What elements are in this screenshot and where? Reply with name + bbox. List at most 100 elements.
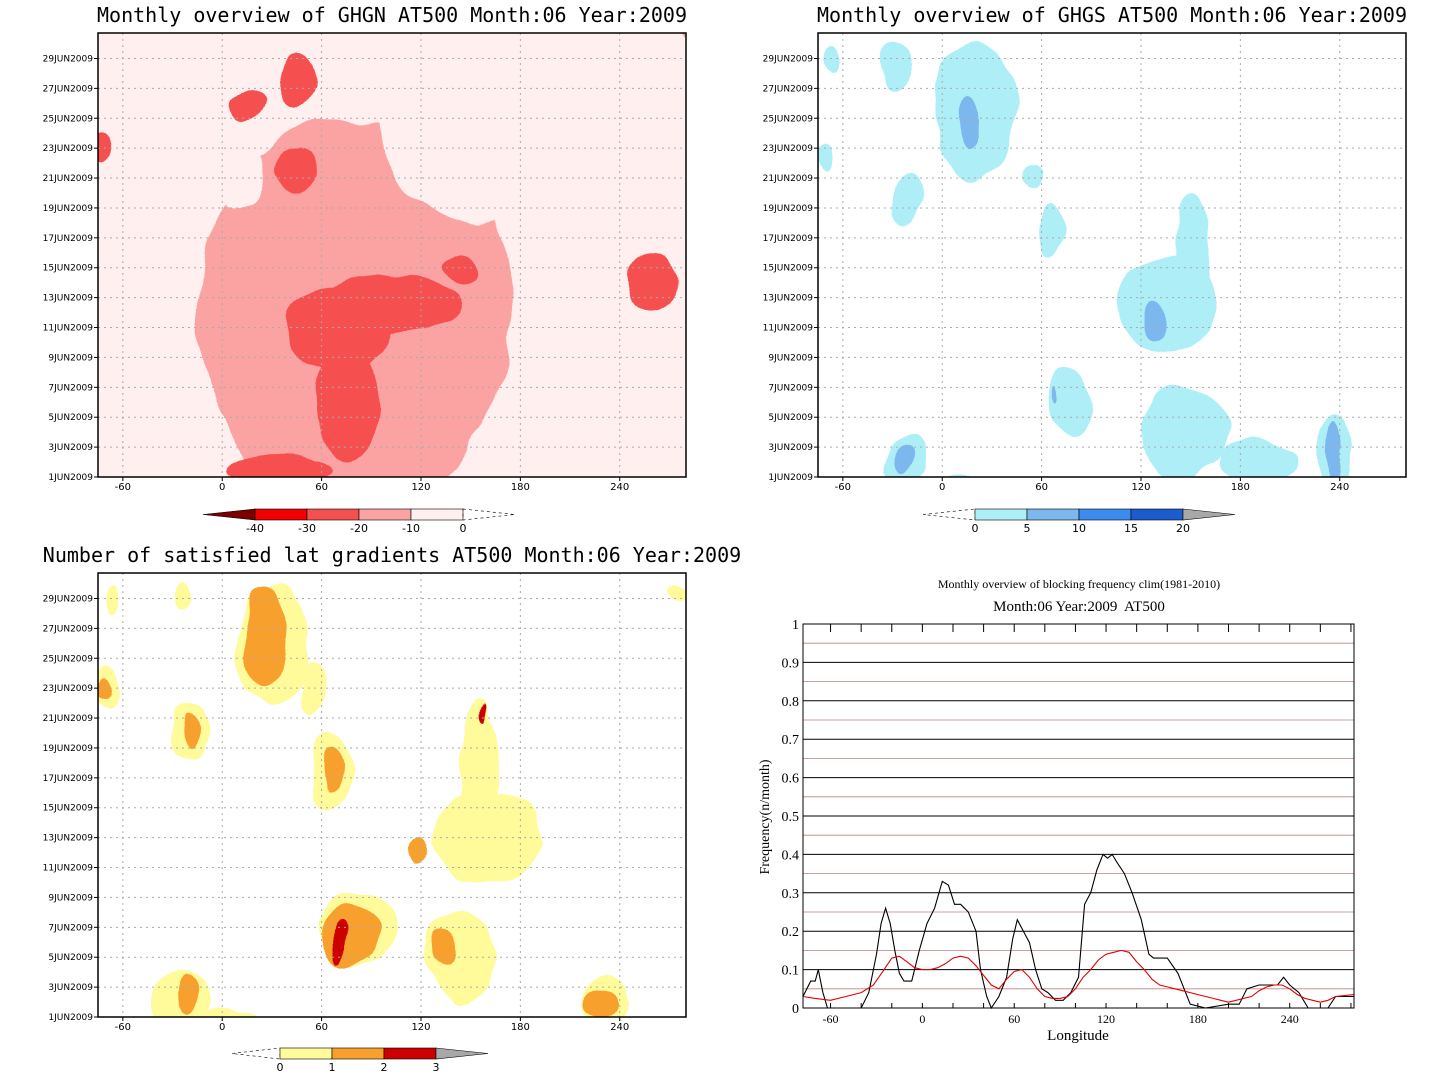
ghgs-colorbar: 0 5 10 15 20 (922, 508, 1236, 535)
ghgn-contour-blob (273, 148, 320, 193)
ghgn-y-tick-label: 27JUN2009 (43, 84, 94, 94)
freq-grid (803, 624, 1354, 1008)
lat-y-tick-label: 7JUN2009 (48, 923, 93, 933)
freq-x-tick-label: 0 (919, 1012, 925, 1026)
lat-contour-blob (175, 583, 193, 614)
lat-colorbar-label: 3 (433, 1061, 440, 1074)
lat-colorbar-segment (331, 1047, 385, 1060)
lat-colorbar-label: 1 (329, 1061, 336, 1074)
lat-y-tick-label: 3JUN2009 (48, 983, 93, 993)
ghgn-y-tick-label: 7JUN2009 (48, 383, 93, 393)
lat-y-axis: 29JUN2009 27JUN2009 25JUN2009 23JUN2009 21JU… (43, 594, 98, 1023)
ghgs-colorbar-segment (1130, 508, 1184, 521)
ghgn-x-tick-label: 240 (610, 482, 629, 493)
ghgs-y-tick-label: 27JUN2009 (763, 84, 814, 94)
ghgs-y-tick-label: 21JUN2009 (763, 174, 814, 184)
ghgn-y-tick-label: 17JUN2009 (43, 234, 94, 244)
lat-contour-blob (580, 987, 620, 1017)
ghgs-contour-blob (894, 444, 918, 477)
freq-y-tick-label: 0.9 (782, 656, 800, 671)
ghgs-contour-blob (880, 43, 911, 89)
ghgn-plot-frame (97, 32, 687, 478)
lat-colorbar-label: 2 (381, 1061, 388, 1074)
ghgs-x-tick-label: 180 (1231, 482, 1250, 493)
ghgn-y-tick-label: 25JUN2009 (43, 114, 94, 124)
ghgn-contour-blob (313, 342, 380, 463)
freq-x-tick-label: -60 (823, 1012, 839, 1026)
ghgs-y-tick-label: 23JUN2009 (763, 144, 814, 154)
ghgs-grid (818, 33, 1406, 478)
lat-title: Number of satisfied lat gradients AT500 … (43, 543, 741, 567)
ghgn-y-tick-label: 11JUN2009 (43, 324, 94, 334)
freq-plot-frame (802, 623, 1355, 1009)
freq-x-tick-label: 240 (1281, 1012, 1299, 1026)
freq-y-tick-label: 0.1 (782, 964, 800, 979)
freq-ylabel: Frequency(n/month) (758, 759, 773, 874)
ghgs-colorbar-min-arrow (922, 508, 976, 521)
ghgn-colorbar-label: -10 (402, 522, 420, 535)
lat-x-tick-label: 0 (219, 1022, 225, 1033)
ghgs-y-tick-label: 5JUN2009 (768, 413, 813, 423)
ghgn-y-tick-label: 1JUN2009 (48, 473, 93, 483)
ghgs-contour-blob (1053, 384, 1060, 406)
ghgn-x-tick-label: 0 (219, 482, 225, 493)
lat-contour-blob (316, 904, 377, 965)
lat-y-tick-label: 11JUN2009 (43, 864, 94, 874)
ghgs-x-tick-label: 240 (1330, 482, 1349, 493)
ghgn-y-tick-label: 5JUN2009 (48, 413, 93, 423)
ghgs-y-tick-label: 25JUN2009 (763, 114, 814, 124)
freq-y-tick-label: 1 (792, 618, 799, 633)
ghgs-title: Monthly overview of GHGS AT500 Month:06 … (817, 3, 1407, 27)
freq-y-axis: 0 0.1 0.2 0.3 0.4 0.5 0.6 0.7 0.8 0.9 1 (782, 618, 800, 1017)
lat-contour-blob (300, 658, 327, 719)
ghgn-contour-blob (313, 275, 463, 335)
lat-y-tick-label: 17JUN2009 (43, 774, 94, 784)
lat-contour-blob (480, 706, 488, 722)
freq-y-tick-label: 0.7 (782, 733, 800, 748)
ghgs-y-tick-label: 1JUN2009 (768, 473, 813, 483)
ghgs-colorbar-label: 20 (1176, 522, 1190, 535)
ghgs-contour-blob (1018, 164, 1042, 192)
ghgs-plot-frame (817, 32, 1407, 478)
ghgs-x-tick-label: 60 (1035, 482, 1048, 493)
ghgs-y-tick-label: 3JUN2009 (768, 443, 813, 453)
ghgs-colorbar-max-arrow (1182, 508, 1236, 521)
lat-colorbar-segment (279, 1047, 333, 1060)
ghgs-colorbar-segment (1026, 508, 1080, 521)
ghgs-contour-blob (942, 469, 976, 477)
ghgs-contour-blob (1215, 439, 1299, 477)
lat-colorbar: 0 1 2 3 (231, 1047, 489, 1074)
ghgn-y-axis: 29JUN2009 27JUN2009 25JUN2009 23JUN2009 21JU… (43, 54, 98, 483)
ghgs-contour-blob (1324, 424, 1342, 477)
ghgs-y-tick-label: 19JUN2009 (763, 204, 814, 214)
lat-contour-blob (98, 676, 108, 701)
ghgs-colorbar-label: 15 (1124, 522, 1138, 535)
ghgn-colorbar-label: 0 (460, 522, 467, 535)
ghgn-contour-blob (230, 454, 330, 477)
freq-title: Monthly overview of blocking frequency c… (938, 577, 1220, 591)
lat-plot-background (98, 573, 686, 1017)
lat-y-tick-label: 9JUN2009 (48, 893, 93, 903)
ghgs-contour-blob (818, 140, 835, 171)
freq-y-tick-label: 0.5 (782, 810, 800, 825)
ghgn-colorbar-segment (306, 508, 360, 521)
lat-contour-blob (107, 583, 122, 614)
lat-contour-blob (243, 583, 284, 689)
ghgs-plot-background (818, 33, 1406, 477)
ghgs-contour-blob (958, 98, 982, 153)
lat-panel: Number of satisfied lat gradients AT500 … (43, 543, 742, 1074)
ghgn-contour-blob (626, 252, 680, 313)
lat-y-tick-label: 23JUN2009 (43, 684, 94, 694)
ghgn-y-tick-label: 21JUN2009 (43, 174, 94, 184)
lat-x-axis: -60 0 60 120 180 240 (115, 1017, 629, 1033)
ghgn-title: Monthly overview of GHGN AT500 Month:06 … (97, 3, 687, 27)
lat-contour-blob (667, 583, 686, 599)
ghgn-colorbar-segment (254, 508, 308, 521)
ghgs-colorbar-segment (974, 508, 1028, 521)
lat-contour-blob (409, 837, 426, 868)
ghgs-colorbar-segment (1078, 508, 1132, 521)
lat-y-tick-label: 15JUN2009 (43, 804, 94, 814)
freq-y-tick-label: 0.3 (782, 887, 800, 902)
ghgn-colorbar-max-arrow (462, 508, 516, 521)
